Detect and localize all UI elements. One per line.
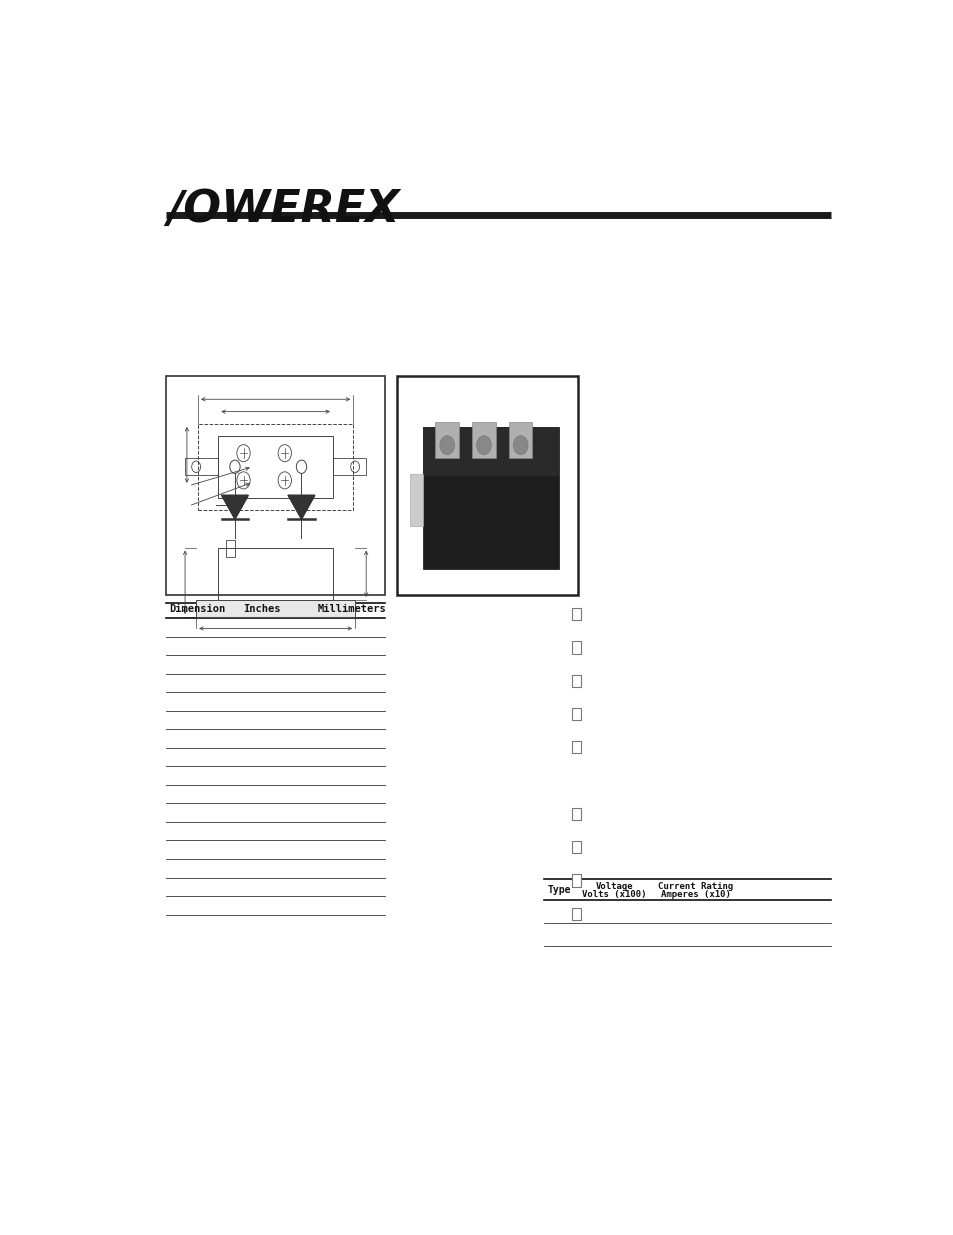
Bar (422, 427, 558, 569)
Bar (226, 540, 234, 557)
Text: Dimension: Dimension (169, 604, 225, 614)
Circle shape (439, 436, 455, 454)
Bar (571, 741, 580, 753)
Text: Inches: Inches (243, 604, 281, 614)
Polygon shape (288, 495, 314, 519)
Bar (571, 874, 580, 887)
Bar (218, 436, 333, 498)
Bar (571, 674, 580, 687)
Text: ∕OWEREX: ∕OWEREX (167, 188, 399, 231)
Bar (185, 458, 218, 475)
Bar (196, 600, 355, 618)
Bar (571, 808, 580, 820)
Text: Millimeters: Millimeters (317, 604, 386, 614)
Bar (396, 377, 577, 595)
Bar (166, 377, 385, 595)
Bar (571, 641, 580, 653)
Text: Amperes (x10): Amperes (x10) (660, 890, 730, 899)
Bar (571, 841, 580, 853)
Text: Voltage: Voltage (596, 882, 633, 890)
Circle shape (513, 436, 528, 454)
Circle shape (476, 436, 491, 454)
Text: Type: Type (547, 885, 570, 895)
Bar (571, 608, 580, 620)
Bar (333, 458, 366, 475)
Bar (422, 427, 558, 477)
Bar (472, 422, 496, 458)
Bar (198, 424, 353, 510)
Bar (571, 708, 580, 720)
Polygon shape (221, 495, 248, 519)
Bar (218, 547, 333, 600)
Bar (409, 474, 422, 526)
Text: Volts (x100): Volts (x100) (581, 890, 646, 899)
Bar (571, 908, 580, 920)
Bar (508, 422, 532, 458)
Text: Current Rating: Current Rating (658, 882, 733, 890)
Bar (435, 422, 458, 458)
